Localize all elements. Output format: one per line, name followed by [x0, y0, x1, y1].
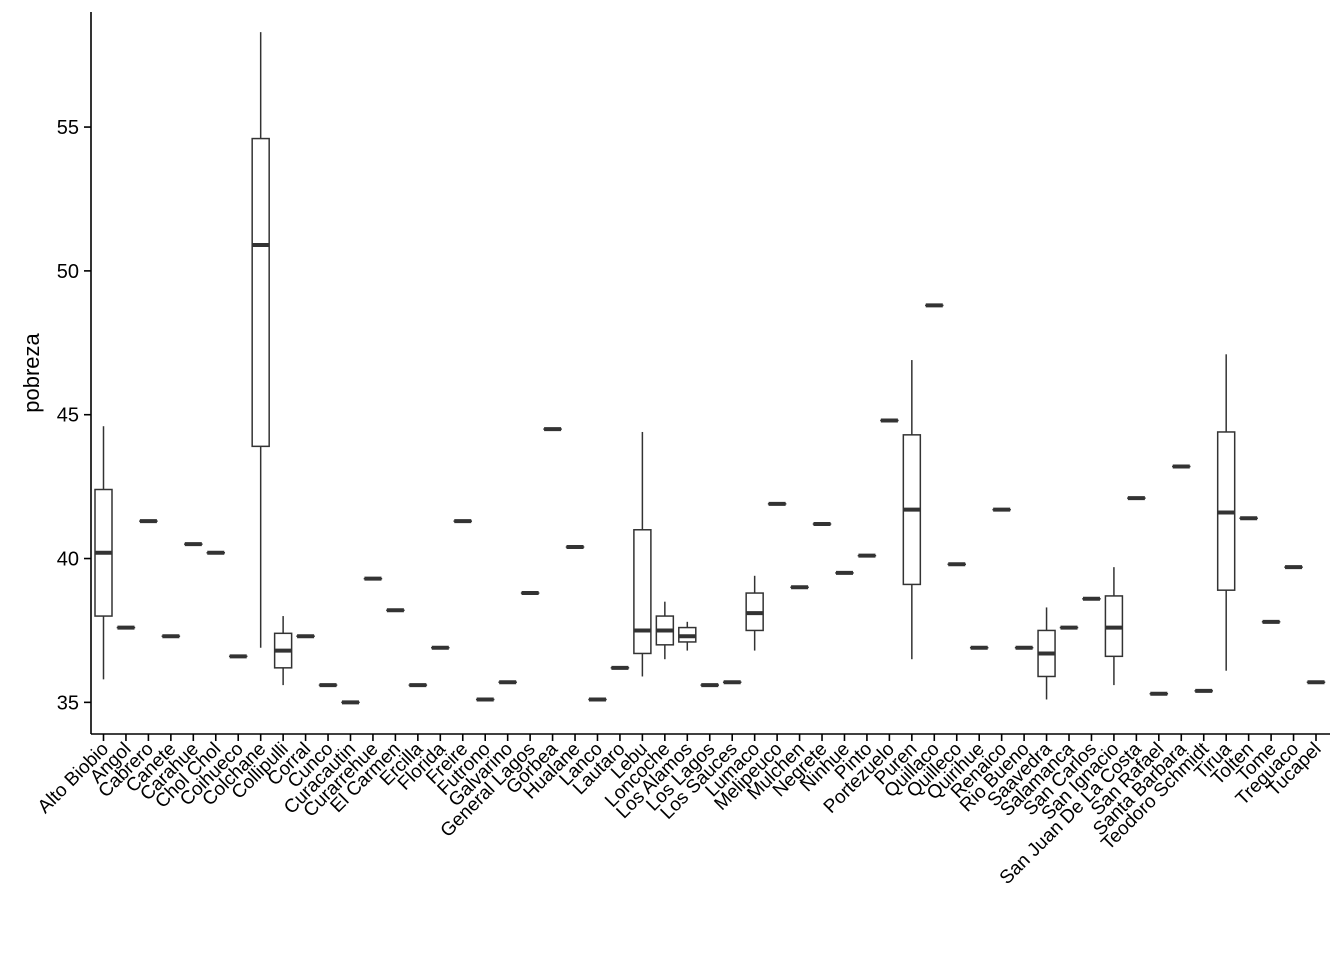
- y-tick-label: 45: [57, 405, 79, 427]
- x-ticks: Alto BiobioAngolCabreroCaneteCarahueChol…: [34, 734, 1326, 889]
- boxes-layer: [95, 32, 1325, 702]
- box-puren: [903, 360, 920, 659]
- box-colchane: [252, 32, 269, 648]
- box-lumaco: [746, 576, 763, 651]
- y-tick-label: 50: [57, 261, 79, 283]
- box-san-ignacio: [1105, 567, 1122, 685]
- y-axis-title: pobreza: [19, 332, 44, 412]
- box-tirua: [1218, 354, 1235, 670]
- y-tick-label: 55: [57, 117, 79, 139]
- box-collipulli: [275, 616, 292, 685]
- box-los-alamos: [679, 622, 696, 651]
- box-saavedra: [1038, 607, 1055, 699]
- box-iqr: [252, 139, 269, 447]
- box-lebu: [634, 432, 651, 677]
- box-alto-biobio: [95, 426, 112, 679]
- y-ticks: 35 40 45 50 55: [57, 117, 91, 714]
- box-iqr: [634, 530, 651, 654]
- y-tick-label: 40: [57, 549, 79, 571]
- box-loncoche: [656, 602, 673, 660]
- y-tick-label: 35: [57, 692, 79, 714]
